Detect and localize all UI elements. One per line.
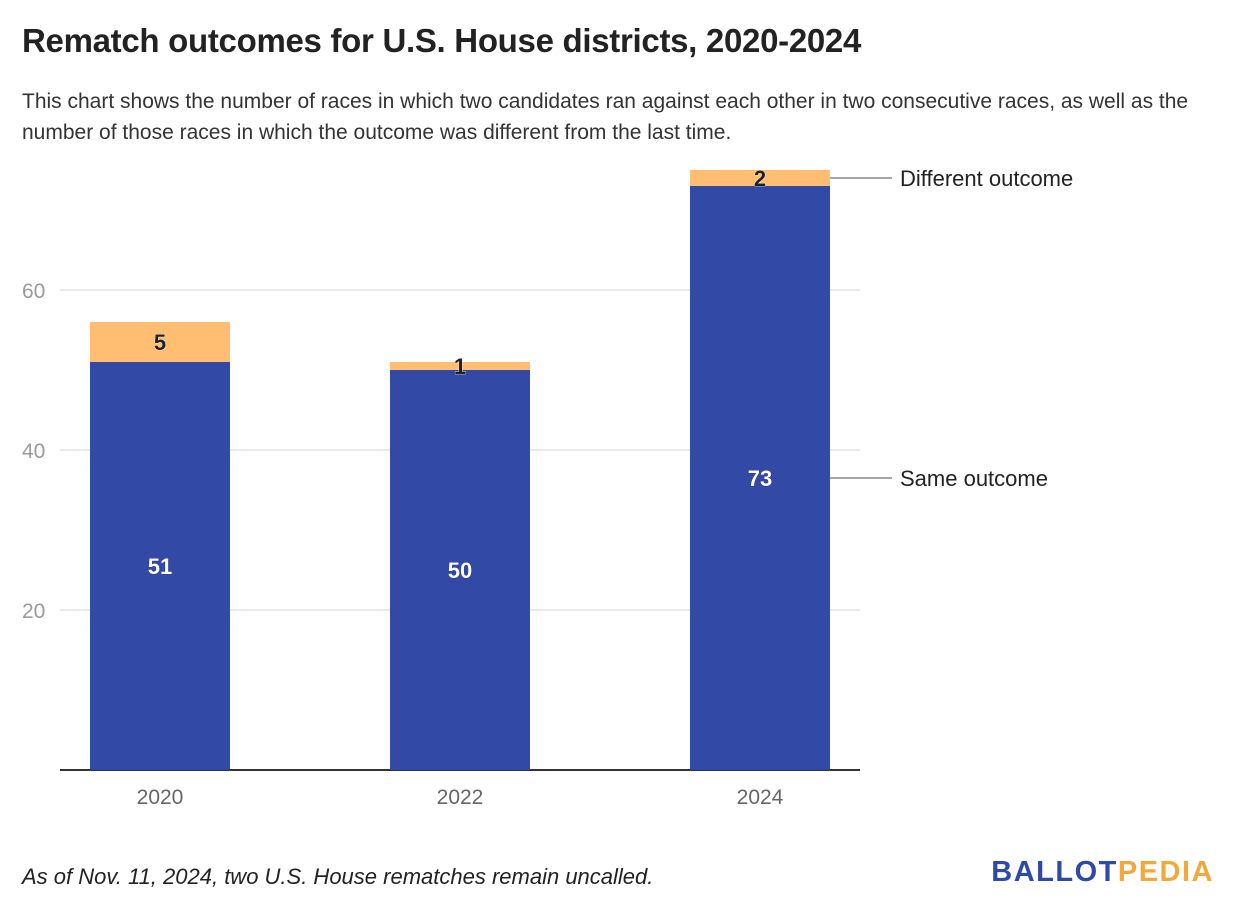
ballotpedia-logo: BALLOTPEDIA	[991, 856, 1214, 889]
x-tick-label-2024: 2024	[737, 786, 784, 809]
y-tick-label-40: 40	[22, 440, 45, 463]
x-tick-label-2020: 2020	[137, 786, 184, 809]
data-label-2020-different: 5	[154, 330, 166, 355]
data-label-2022-different: 1	[454, 354, 466, 379]
legend-label-different: Different outcome	[900, 166, 1073, 191]
data-label-2020-same: 51	[148, 554, 172, 579]
bar-2024-same	[690, 186, 830, 770]
footnote: As of Nov. 11, 2024, two U.S. House rema…	[22, 864, 654, 889]
x-tick-label-2022: 2022	[437, 786, 484, 809]
chart-subtitle: This chart shows the number of races in …	[22, 90, 1189, 144]
legend-label-same: Same outcome	[900, 466, 1048, 491]
bar-2022-same	[390, 370, 530, 770]
bar-2020-same	[90, 362, 230, 770]
logo-part-pedia: PEDIA	[1117, 856, 1214, 888]
y-tick-label-60: 60	[22, 280, 45, 303]
bar-2024-different	[690, 170, 830, 186]
data-label-2024-same: 73	[748, 466, 772, 491]
data-label-2024-different: 2	[754, 166, 766, 191]
y-tick-label-20: 20	[22, 600, 45, 623]
chart-title: Rematch outcomes for U.S. House district…	[22, 22, 862, 59]
logo-part-ballot: BALLOT	[991, 856, 1118, 888]
bar-2022-different	[390, 362, 530, 370]
bar-2020-different	[90, 322, 230, 362]
data-label-2022-same: 50	[448, 558, 472, 583]
